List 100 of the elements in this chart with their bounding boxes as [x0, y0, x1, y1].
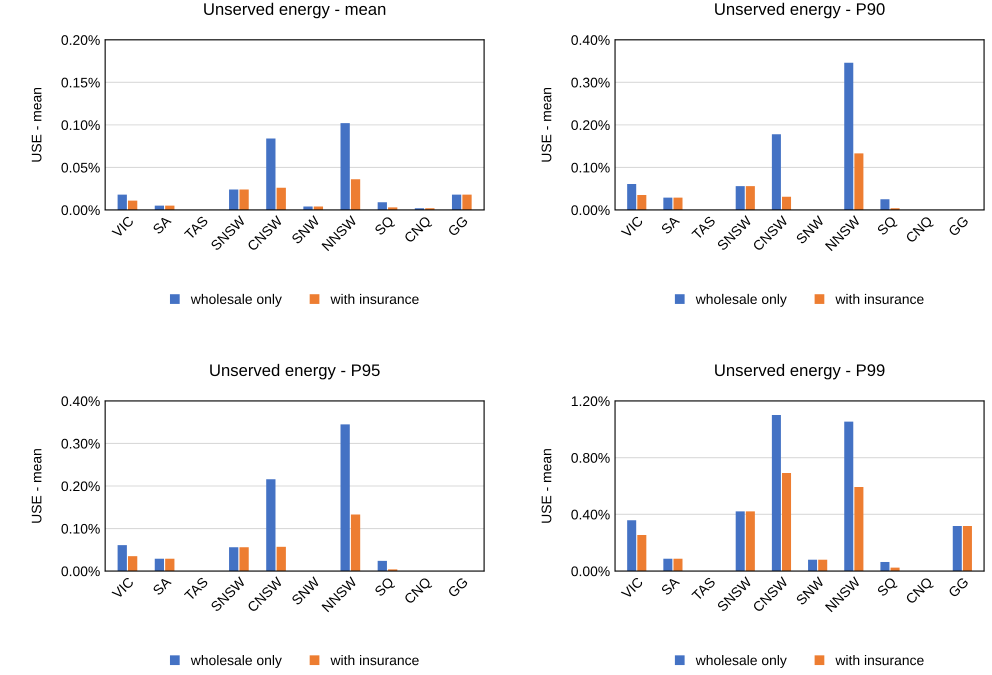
- x-tick-label: GG: [447, 576, 468, 598]
- bar: [239, 190, 249, 210]
- bar: [462, 194, 472, 210]
- legend-label: wholesale only: [696, 294, 787, 307]
- bar: [782, 472, 792, 572]
- y-tick-label: 0.00%: [61, 205, 100, 216]
- bar: [154, 206, 164, 210]
- bar: [378, 560, 387, 572]
- y-tick-label: 1.20%: [572, 396, 610, 406]
- bar: [854, 486, 864, 572]
- y-tick-label: 0.20%: [61, 481, 100, 492]
- y-tick-label: 0.40%: [61, 396, 100, 406]
- y-axis-title: USE - mean: [32, 88, 42, 162]
- y-axis-title: USE - mean: [32, 449, 42, 523]
- y-tick-label: 0.80%: [571, 452, 610, 463]
- x-tick-label: TAS: [184, 576, 209, 602]
- bar: [673, 558, 683, 572]
- bar: [276, 546, 286, 572]
- x-tick-label: VIC: [620, 215, 644, 238]
- bar: [818, 560, 828, 572]
- bar: [118, 545, 127, 572]
- bar: [627, 520, 636, 572]
- y-tick-label: 0.00%: [61, 566, 100, 576]
- bar: [880, 199, 890, 210]
- bar: [663, 558, 672, 572]
- y-tick-label: 0.30%: [571, 78, 610, 88]
- chart-title: Unserved energy - P90: [715, 2, 885, 18]
- x-tick-label: SA: [152, 215, 172, 235]
- bar: [165, 206, 174, 210]
- bar: [266, 138, 276, 210]
- x-tick-label: VIC: [111, 576, 134, 600]
- x-tick-label: GG: [447, 216, 468, 237]
- bar: [844, 62, 854, 210]
- y-axis-title: USE - mean: [542, 88, 552, 162]
- bar: [782, 196, 792, 210]
- bar: [962, 526, 972, 572]
- x-tick-label: SQ: [876, 576, 898, 599]
- x-tick-label: TAS: [691, 215, 716, 240]
- bar: [736, 511, 745, 572]
- bar: [746, 511, 755, 572]
- y-tick-label: 0.10%: [61, 120, 100, 130]
- x-tick-label: GG: [948, 576, 969, 598]
- y-tick-label: 0.00%: [571, 205, 610, 216]
- x-tick-label: SA: [660, 215, 680, 235]
- chart-title: Unserved energy - mean: [204, 2, 386, 18]
- bar: [854, 153, 864, 210]
- y-tick-label: 0.00%: [571, 566, 610, 576]
- bar: [673, 198, 683, 210]
- bar: [229, 547, 238, 572]
- bar: [378, 202, 387, 210]
- x-tick-label: SQ: [876, 216, 898, 238]
- y-tick-label: 0.40%: [571, 510, 610, 520]
- bar: [637, 535, 646, 572]
- bar: [229, 190, 238, 210]
- bar: [663, 198, 672, 210]
- legend-label: wholesale only: [190, 654, 282, 668]
- y-tick-label: 0.30%: [61, 438, 100, 449]
- y-tick-label: 0.10%: [61, 524, 100, 534]
- legend-label: with insurance: [835, 294, 924, 304]
- y-tick-label: 0.15%: [61, 78, 100, 88]
- x-tick-label: TAS: [691, 576, 716, 602]
- y-axis-title: USE - mean: [542, 449, 552, 523]
- x-tick-label: TAS: [184, 215, 209, 240]
- legend-label: with insurance: [330, 294, 419, 304]
- bar: [340, 123, 350, 210]
- bar: [154, 558, 164, 572]
- bar: [165, 558, 174, 572]
- bar: [808, 560, 818, 572]
- bar: [340, 424, 350, 572]
- x-tick-label: VIC: [620, 576, 644, 600]
- legend-label: wholesale only: [696, 654, 787, 668]
- x-tick-label: SQ: [374, 576, 396, 599]
- bar: [128, 200, 138, 210]
- y-tick-label: 0.20%: [61, 35, 100, 45]
- y-tick-label: 0.05%: [61, 162, 100, 173]
- bar: [952, 526, 962, 572]
- bar: [772, 134, 781, 210]
- bar: [880, 562, 890, 572]
- bar: [128, 556, 138, 572]
- bar: [746, 186, 755, 210]
- x-tick-label: VIC: [111, 215, 134, 238]
- x-tick-label: GG: [948, 216, 969, 237]
- bar: [772, 414, 781, 572]
- bar: [350, 179, 360, 210]
- chart-title: Unserved energy - P99: [715, 364, 884, 380]
- legend-label: with insurance: [330, 654, 419, 666]
- bar: [239, 547, 249, 572]
- bar: [637, 195, 646, 210]
- legend-label: wholesale only: [190, 294, 282, 307]
- chart-title: Unserved energy - P95: [210, 364, 380, 380]
- x-tick-label: SQ: [374, 216, 396, 238]
- y-tick-label: 0.10%: [571, 162, 610, 173]
- bar: [118, 194, 127, 210]
- x-tick-label: SA: [152, 576, 172, 596]
- bar: [266, 479, 276, 572]
- bar: [350, 514, 360, 572]
- legend-label: with insurance: [835, 654, 924, 666]
- bar: [627, 184, 636, 210]
- bar: [452, 194, 462, 210]
- bar: [276, 188, 286, 210]
